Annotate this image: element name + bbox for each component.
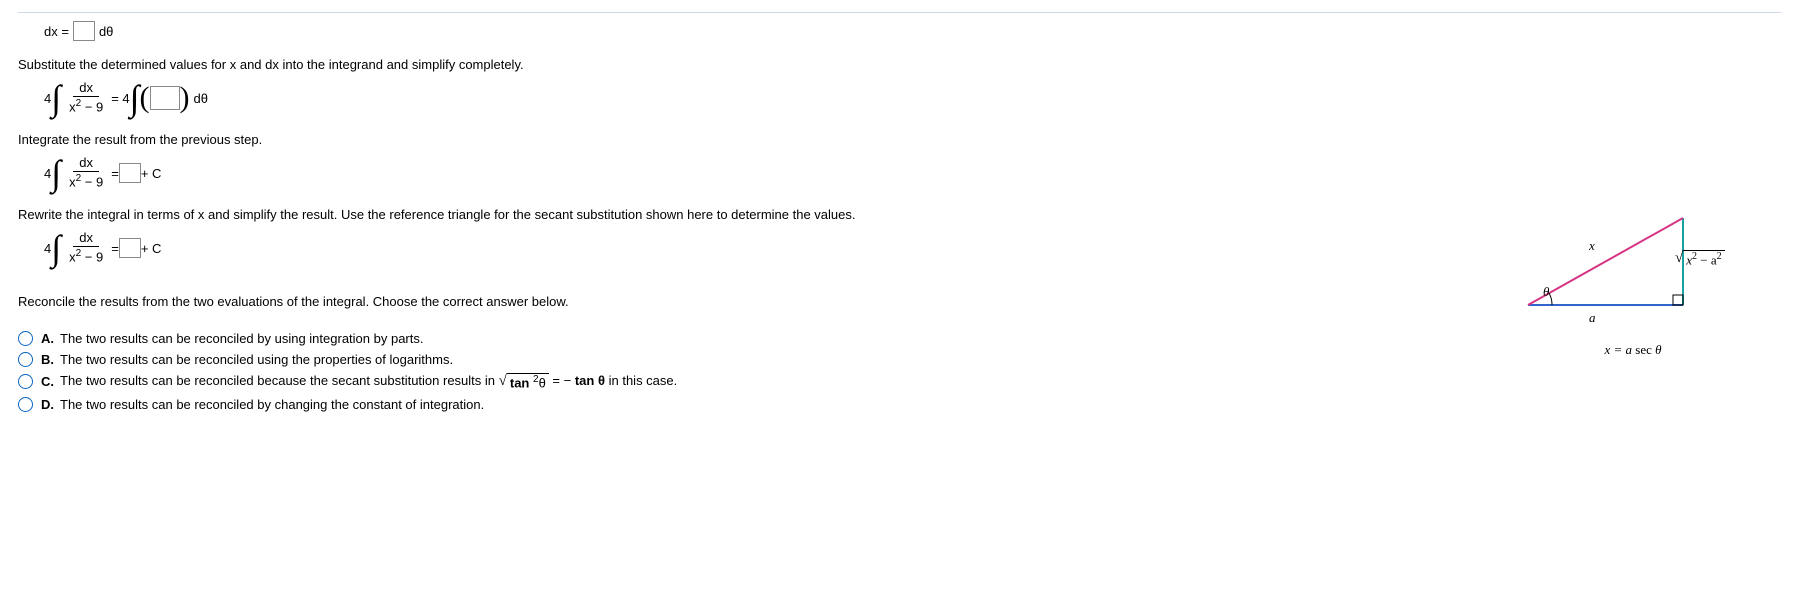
step3-plusC: + C (141, 241, 162, 256)
paren-close: ) (180, 83, 190, 113)
minus-9b: − 9 (81, 175, 103, 190)
integral-symbol-2: ∫ (130, 80, 140, 116)
hyp-label: x (1589, 238, 1595, 254)
c-post: in this case. (609, 373, 678, 388)
cap-sec: sec (1635, 342, 1655, 357)
blank-step2[interactable] (119, 163, 141, 183)
step3-eq: = (111, 241, 119, 256)
integral-symbol: ∫ (51, 80, 61, 116)
tan-theta-2: tan θ (575, 373, 605, 388)
step3-frac-den: x2 − 9 (65, 247, 107, 265)
step2-frac: dx x2 − 9 (65, 156, 107, 190)
right-angle-mark (1673, 295, 1683, 305)
choice-c-text: The two results can be reconciled becaus… (60, 373, 677, 391)
radio-d[interactable] (18, 397, 33, 412)
sqrt-tan2: √ tan 2θ (499, 373, 549, 391)
step3-frac-num: dx (73, 231, 99, 247)
triangle-hypotenuse (1528, 218, 1683, 305)
integral-symbol-3: ∫ (51, 155, 61, 191)
reference-triangle: x √ x2 − a2 θ a x = a sec θ (1503, 210, 1763, 358)
step2-frac-num: dx (73, 156, 99, 172)
adj-label: a (1589, 310, 1596, 326)
step2-plusC: + C (141, 166, 162, 181)
d-theta: dθ (99, 24, 113, 39)
radio-a[interactable] (18, 331, 33, 346)
dx-equals: dx = (44, 24, 69, 39)
choice-d-text: The two results can be reconciled by cha… (60, 397, 484, 412)
angle-label: θ (1543, 284, 1549, 300)
c-pre: The two results can be reconciled becaus… (60, 373, 499, 388)
step1-dtheta: dθ (194, 91, 208, 106)
choice-b-text: The two results can be reconciled using … (60, 352, 453, 367)
minus-9c: − 9 (81, 250, 103, 265)
angle-arc (1549, 293, 1552, 305)
c-mid: = − (552, 373, 574, 388)
step1-prompt: Substitute the determined values for x a… (18, 57, 1781, 72)
minus-9: − 9 (81, 100, 103, 115)
step2-prompt: Integrate the result from the previous s… (18, 132, 1781, 147)
step1-frac-den: x2 − 9 (65, 97, 107, 115)
label-c: C. (41, 374, 54, 389)
opp-mid: − a (1697, 252, 1717, 267)
opp-label: √ x2 − a2 (1675, 250, 1725, 268)
tan-theta: θ (539, 375, 546, 390)
radio-b[interactable] (18, 352, 33, 367)
triangle-caption: x = a sec θ (1503, 342, 1763, 358)
step2-frac-den: x2 − 9 (65, 172, 107, 190)
blank-step1[interactable] (150, 86, 180, 110)
label-a: A. (41, 331, 54, 346)
step1-eq4: = 4 (111, 91, 129, 106)
step1-frac: dx x2 − 9 (65, 81, 107, 115)
opp-exp2: 2 (1717, 251, 1722, 262)
step1-frac-num: dx (73, 81, 99, 97)
blank-step3[interactable] (119, 238, 141, 258)
choice-a-text: The two results can be reconciled by usi… (60, 331, 423, 346)
step3-frac: dx x2 − 9 (65, 231, 107, 265)
integral-symbol-4: ∫ (51, 230, 61, 266)
blank-dx[interactable] (73, 21, 95, 41)
step2-eq: = (111, 166, 119, 181)
paren-open: ( (140, 83, 150, 113)
cap-post: θ (1655, 342, 1661, 357)
cap-pre: x = a (1604, 342, 1635, 357)
tan-bold: tan (510, 375, 533, 390)
radio-c[interactable] (18, 374, 33, 389)
label-d: D. (41, 397, 54, 412)
label-b: B. (41, 352, 54, 367)
